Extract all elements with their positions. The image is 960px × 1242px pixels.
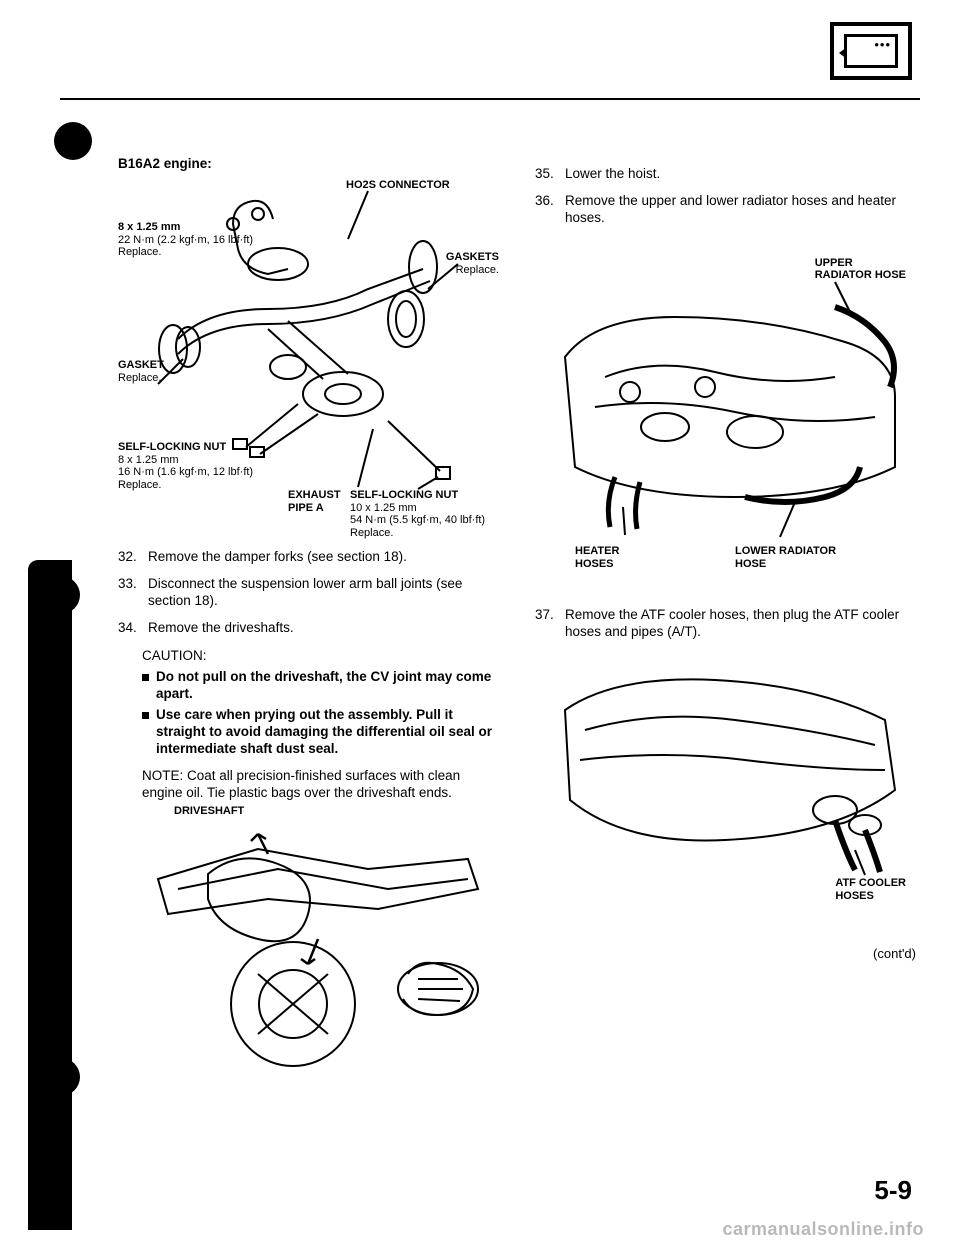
callout-line: GASKET: [118, 359, 164, 371]
radiator-diagram-svg: [535, 247, 915, 577]
callout-gaskets: GASKETS Replace.: [446, 251, 499, 276]
callout-line: 10 x 1.25 mm: [350, 502, 417, 514]
caution-item: Do not pull on the driveshaft, the CV jo…: [142, 669, 499, 703]
callout-exhaust: EXHAUST PIPE A: [288, 489, 341, 514]
atf-diagram-svg: [535, 650, 915, 910]
punch-hole: [54, 122, 92, 160]
callout-gasket: GASKET Replace.: [118, 359, 164, 384]
callout-ho2s: HO2S CONNECTOR: [346, 179, 450, 192]
driveshaft-diagram-svg: [118, 819, 498, 1079]
caution-label: CAUTION:: [142, 648, 499, 665]
printer-icon: [844, 34, 898, 68]
step-item: 37. Remove the ATF cooler hoses, then plu…: [535, 607, 916, 641]
callout-line: 16 N·m (1.6 kgf·m, 12 lbf·ft): [118, 466, 253, 478]
binding-shadow: [28, 560, 72, 1230]
callout-line: GASKETS: [446, 251, 499, 263]
callout-line: Replace.: [118, 246, 161, 258]
caution-item: Use care when prying out the assembly. P…: [142, 707, 499, 758]
callout-line: 22 N·m (2.2 kgf·m, 16 lbf·ft): [118, 234, 253, 246]
figure-radiator: UPPER RADIATOR HOSE HEATER HOSES LOWER R…: [535, 247, 916, 577]
content: B16A2 engine:: [118, 156, 916, 1202]
contd-label: (cont'd): [535, 946, 916, 962]
step-num: 33.: [118, 576, 140, 610]
steps-right-b: 37. Remove the ATF cooler hoses, then plu…: [535, 607, 916, 641]
note-text: NOTE: Coat all precision-finished surfac…: [142, 768, 499, 802]
step-item: 36. Remove the upper and lower radiator h…: [535, 193, 916, 227]
step-text: Remove the upper and lower radiator hose…: [565, 193, 916, 227]
figure-driveshaft: [118, 819, 499, 1079]
step-item: 32. Remove the damper forks (see section …: [118, 549, 499, 566]
punch-hole: [42, 1058, 80, 1096]
caution-list: Do not pull on the driveshaft, the CV jo…: [142, 669, 499, 757]
page-number: 5-9: [874, 1175, 912, 1206]
callout-line: SELF-LOCKING NUT: [118, 441, 226, 453]
callout-line: Replace.: [350, 527, 393, 539]
punch-hole: [42, 576, 80, 614]
step-num: 32.: [118, 549, 140, 566]
callout-line: 8 x 1.25 mm: [118, 221, 180, 233]
step-text: Lower the hoist.: [565, 166, 660, 183]
step-num: 36.: [535, 193, 557, 227]
header-icon-box: [830, 22, 912, 80]
figure-label-driveshaft: DRIVESHAFT: [174, 805, 499, 819]
step-text: Remove the ATF cooler hoses, then plug t…: [565, 607, 916, 641]
callout-line: 8 x 1.25 mm: [118, 454, 179, 466]
callout-bolt-a: 8 x 1.25 mm 22 N·m (2.2 kgf·m, 16 lbf·ft…: [118, 221, 253, 259]
top-rule: [60, 98, 920, 100]
callout-line: Replace.: [456, 264, 499, 276]
steps-right-a: 35. Lower the hoist. 36. Remove the upper …: [535, 166, 916, 227]
step-item: 35. Lower the hoist.: [535, 166, 916, 183]
step-num: 37.: [535, 607, 557, 641]
figure-atf: ATF COOLER HOSES: [535, 650, 916, 910]
callout-selflock-b: SELF-LOCKING NUT 10 x 1.25 mm 54 N·m (5.…: [350, 489, 485, 540]
callout-upper-hose: UPPER RADIATOR HOSE: [815, 257, 906, 282]
callout-atf-hoses: ATF COOLER HOSES: [835, 877, 906, 902]
callout-lower-hose: LOWER RADIATOR HOSE: [735, 545, 836, 570]
step-item: 33. Disconnect the suspension lower arm b…: [118, 576, 499, 610]
left-column: B16A2 engine:: [118, 156, 499, 1202]
callout-heater-hoses: HEATER HOSES: [575, 545, 619, 570]
steps-left: 32. Remove the damper forks (see section …: [118, 549, 499, 637]
callout-selflock-a: SELF-LOCKING NUT 8 x 1.25 mm 16 N·m (1.6…: [118, 441, 253, 492]
callout-line: SELF-LOCKING NUT: [350, 489, 458, 501]
right-column: 35. Lower the hoist. 36. Remove the upper …: [535, 156, 916, 1202]
engine-label: B16A2 engine:: [118, 156, 499, 173]
step-text: Disconnect the suspension lower arm ball…: [148, 576, 499, 610]
callout-line: Replace.: [118, 479, 161, 491]
callout-line: 54 N·m (5.5 kgf·m, 40 lbf·ft): [350, 514, 485, 526]
watermark: carmanualsonline.info: [722, 1219, 924, 1240]
step-item: 34. Remove the driveshafts.: [118, 620, 499, 637]
step-text: Remove the driveshafts.: [148, 620, 294, 637]
step-num: 35.: [535, 166, 557, 183]
step-text: Remove the damper forks (see section 18)…: [148, 549, 407, 566]
step-num: 34.: [118, 620, 140, 637]
figure-exhaust: HO2S CONNECTOR 8 x 1.25 mm 22 N·m (2.2 k…: [118, 179, 499, 539]
callout-line: Replace.: [118, 372, 161, 384]
